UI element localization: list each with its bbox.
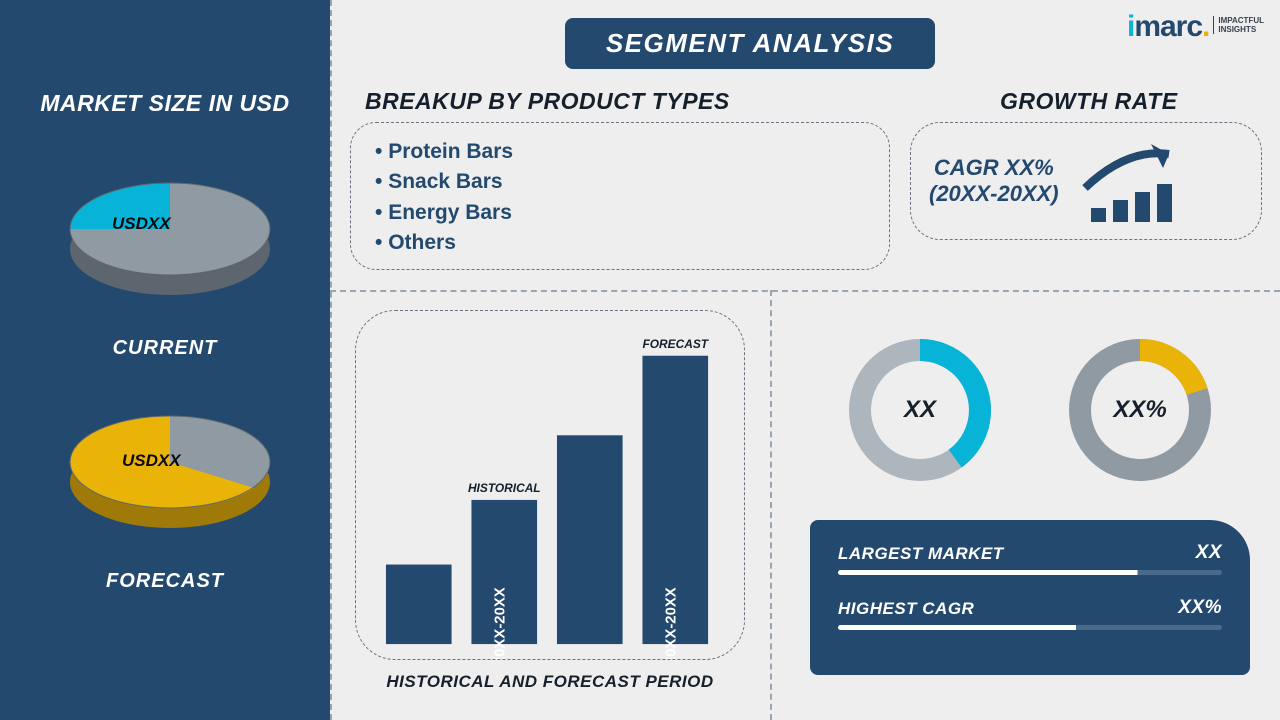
- pie1-caption: CURRENT: [0, 337, 330, 360]
- breakup-heading: BREAKUP BY PRODUCT TYPES: [365, 88, 730, 115]
- growth-line1: CAGR XX%: [929, 155, 1059, 181]
- svg-text:20XX-20XX: 20XX-20XX: [663, 587, 679, 659]
- stat1-bar: [838, 570, 1222, 575]
- pie-current: USDXX CURRENT: [0, 157, 330, 360]
- divider-vertical-2: [770, 290, 772, 720]
- donut-2: XX%: [1060, 330, 1220, 490]
- stat-row-1: LARGEST MARKET XX: [838, 542, 1222, 564]
- breakup-item: Energy Bars: [375, 198, 865, 228]
- stat2-value: XX%: [1178, 597, 1222, 619]
- svg-text:HISTORICAL: HISTORICAL: [468, 481, 541, 495]
- breakup-item: Others: [375, 228, 865, 258]
- logo-sub-2: INSIGHTS: [1218, 25, 1264, 34]
- pie-forecast-svg: USDXX: [40, 390, 290, 550]
- pie-current-svg: USDXX: [40, 157, 290, 317]
- stat-row-2: HIGHEST CAGR XX%: [838, 597, 1222, 619]
- divider-vertical-main: [330, 0, 332, 720]
- breakup-item: Protein Bars: [375, 137, 865, 167]
- stat2-bar: [838, 625, 1222, 630]
- market-size-title: MARKET SIZE IN USD: [0, 90, 330, 117]
- historical-box: HISTORICAL 20XX-20XX FORECAST 20XX-20XX: [355, 310, 745, 660]
- donut-2-label: XX%: [1060, 330, 1220, 490]
- svg-text:20XX-20XX: 20XX-20XX: [492, 587, 508, 659]
- growth-line2: (20XX-20XX): [929, 181, 1059, 207]
- stat1-label: LARGEST MARKET: [838, 544, 1004, 564]
- stats-card: LARGEST MARKET XX HIGHEST CAGR XX%: [810, 520, 1250, 675]
- growth-heading: GROWTH RATE: [1000, 88, 1178, 115]
- breakup-item: Snack Bars: [375, 167, 865, 197]
- segment-analysis-title: SEGMENT ANALYSIS: [565, 18, 935, 69]
- logo-sub-1: IMPACTFUL: [1218, 16, 1264, 25]
- historical-chart: HISTORICAL 20XX-20XX FORECAST 20XX-20XX: [356, 311, 744, 659]
- pie2-caption: FORECAST: [0, 570, 330, 593]
- svg-text:FORECAST: FORECAST: [642, 337, 709, 351]
- historical-caption: HISTORICAL AND FORECAST PERIOD: [355, 672, 745, 692]
- pie1-label: USDXX: [112, 214, 172, 233]
- donuts-row: XX XX%: [810, 325, 1250, 495]
- pie2-label: USDXX: [122, 451, 182, 470]
- imarc-logo: imarc. IMPACTFUL INSIGHTS: [1127, 10, 1264, 44]
- donut-1-label: XX: [840, 330, 1000, 490]
- growth-icon: [1077, 136, 1187, 226]
- breakup-box: Protein BarsSnack BarsEnergy BarsOthers: [350, 122, 890, 270]
- growth-text: CAGR XX% (20XX-20XX): [929, 155, 1059, 208]
- breakup-list: Protein BarsSnack BarsEnergy BarsOthers: [375, 137, 865, 259]
- stat1-value: XX: [1196, 542, 1222, 564]
- growth-box: CAGR XX% (20XX-20XX): [910, 122, 1262, 240]
- left-panel: MARKET SIZE IN USD USDXX CURRENT USDXX F…: [0, 0, 330, 720]
- stat2-label: HIGHEST CAGR: [838, 599, 974, 619]
- logo-subtitle: IMPACTFUL INSIGHTS: [1213, 16, 1264, 34]
- donut-1: XX: [840, 330, 1000, 490]
- logo-text: imarc.: [1127, 10, 1209, 44]
- pie-forecast: USDXX FORECAST: [0, 390, 330, 593]
- divider-horizontal: [330, 290, 1280, 292]
